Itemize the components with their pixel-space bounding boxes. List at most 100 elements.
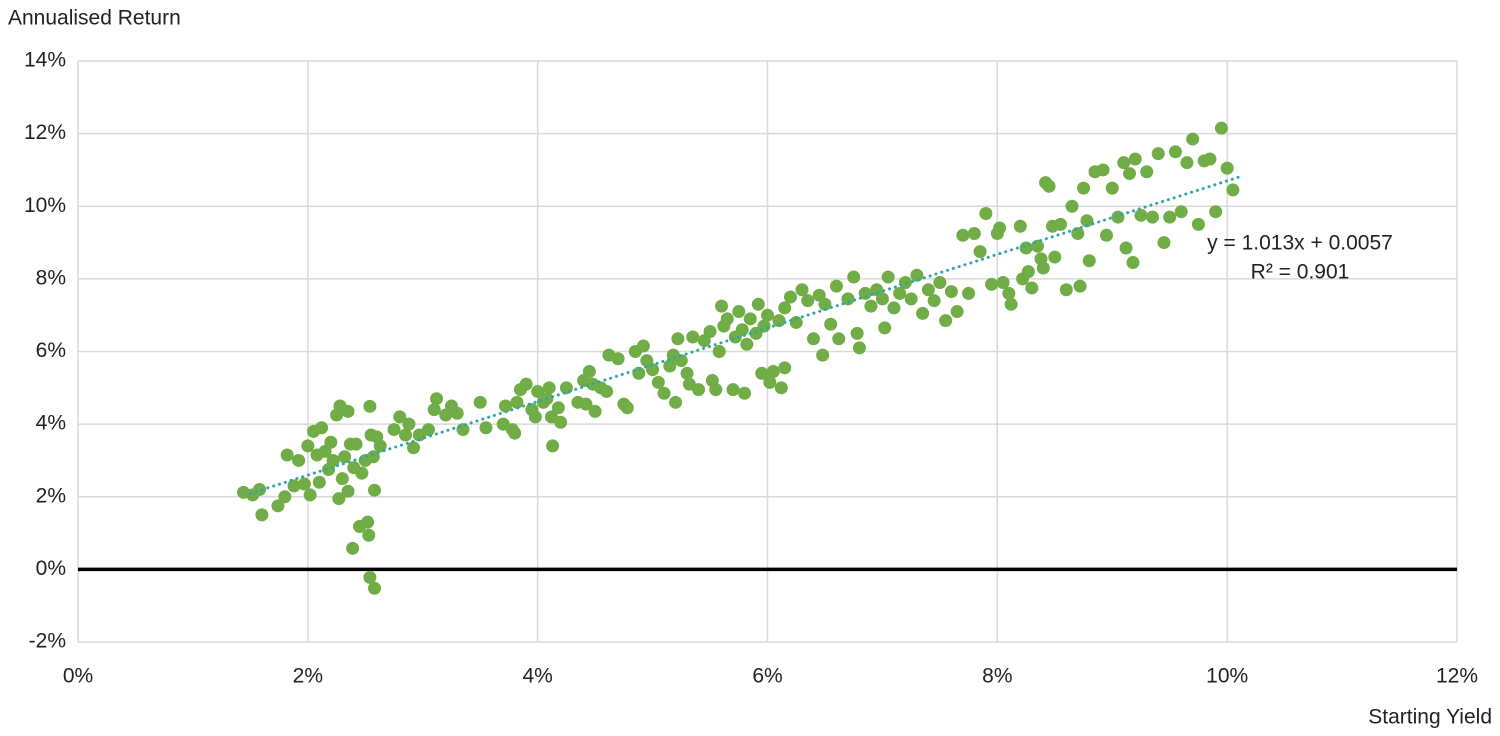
point <box>498 399 512 413</box>
trendline-equation: y = 1.013x + 0.0057 <box>1207 232 1393 255</box>
point <box>774 381 788 395</box>
point <box>427 403 441 417</box>
point <box>588 404 602 418</box>
point <box>927 294 941 308</box>
point <box>1025 281 1039 295</box>
point <box>1145 210 1159 224</box>
point <box>1096 163 1110 177</box>
trendline-r-squared: R² = 0.901 <box>1251 261 1350 284</box>
point <box>510 395 524 409</box>
point <box>1128 152 1142 166</box>
point <box>611 352 625 366</box>
point <box>686 330 700 344</box>
point <box>1117 156 1131 170</box>
point <box>1036 261 1050 275</box>
point <box>253 482 267 496</box>
point <box>801 294 815 308</box>
point <box>904 292 918 306</box>
point <box>373 439 387 453</box>
y-tick-label: 8% <box>36 266 66 289</box>
point <box>1080 214 1094 228</box>
point <box>816 348 830 362</box>
point <box>1073 279 1087 293</box>
point <box>996 276 1010 290</box>
point <box>1031 239 1045 253</box>
point <box>1180 156 1194 170</box>
point <box>671 332 685 346</box>
point <box>361 515 375 529</box>
point <box>847 270 861 284</box>
point <box>297 477 311 491</box>
chart-title: Annualised Return <box>8 7 181 30</box>
point <box>303 488 317 502</box>
point <box>1163 210 1177 224</box>
point <box>674 354 688 368</box>
y-tick-label: 0% <box>36 557 66 580</box>
point <box>280 448 294 462</box>
point <box>292 453 306 467</box>
point <box>973 245 987 259</box>
trendline <box>248 175 1241 496</box>
y-tick-label: 2% <box>36 484 66 507</box>
point <box>332 492 346 506</box>
point <box>680 366 694 380</box>
point <box>387 423 401 437</box>
point <box>772 314 786 328</box>
point <box>1151 147 1165 161</box>
point <box>636 339 650 353</box>
point <box>341 484 355 498</box>
y-tick-label: 10% <box>24 194 66 217</box>
point <box>910 268 924 282</box>
point <box>1122 167 1136 181</box>
point <box>962 286 976 300</box>
point <box>778 361 792 375</box>
point <box>1186 132 1200 146</box>
point <box>939 314 953 328</box>
point <box>852 341 866 355</box>
point <box>632 366 646 380</box>
point <box>1002 286 1016 300</box>
point <box>1191 217 1205 231</box>
point <box>600 384 614 398</box>
y-tick-label: 6% <box>36 339 66 362</box>
y-tick-label: 12% <box>24 121 66 144</box>
y-tick-label: -2% <box>29 630 66 653</box>
point <box>271 499 285 513</box>
point <box>1019 241 1033 255</box>
x-tick-label: 4% <box>522 665 552 688</box>
point <box>1134 208 1148 222</box>
point <box>346 541 360 555</box>
x-tick-label: 6% <box>752 665 782 688</box>
point <box>1048 250 1062 264</box>
point <box>1126 256 1140 270</box>
point <box>818 297 832 311</box>
point <box>1105 181 1119 195</box>
point <box>554 415 568 429</box>
point <box>993 221 1007 235</box>
point <box>1071 226 1085 240</box>
point <box>1004 297 1018 311</box>
point <box>726 383 740 397</box>
point <box>829 279 843 293</box>
point <box>1054 217 1068 231</box>
point <box>531 384 545 398</box>
point <box>795 283 809 297</box>
point <box>324 435 338 449</box>
point <box>1013 219 1027 233</box>
point <box>841 292 855 306</box>
point <box>898 276 912 290</box>
point <box>921 283 935 297</box>
marks <box>236 121 1241 595</box>
point <box>1226 183 1240 197</box>
point <box>887 301 901 315</box>
point <box>1042 179 1056 193</box>
point <box>287 479 301 493</box>
point <box>508 426 522 440</box>
point <box>735 323 749 337</box>
point <box>1220 161 1234 175</box>
point <box>1021 265 1035 279</box>
point <box>1100 228 1114 242</box>
x-tick-label: 2% <box>293 665 323 688</box>
point <box>479 421 493 435</box>
point <box>715 299 729 313</box>
